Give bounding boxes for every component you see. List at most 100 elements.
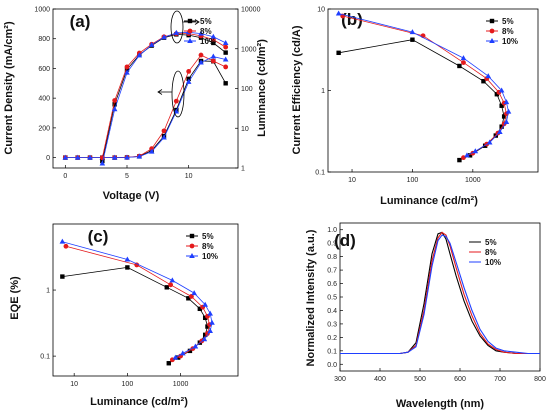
data-point xyxy=(148,148,155,154)
data-point xyxy=(124,256,131,262)
y-tick-label: 0.1 xyxy=(327,348,337,355)
data-point xyxy=(223,64,229,70)
data-point xyxy=(191,290,197,296)
y-axis-label: Normalized Intensity (a.u.) xyxy=(305,229,317,366)
series-line xyxy=(65,60,227,158)
data-point xyxy=(505,108,512,114)
y-axis-label: Current Density (mA/cm²) xyxy=(3,21,15,155)
x-tick-label: 700 xyxy=(494,376,506,383)
panel-letter: (d) xyxy=(334,231,356,250)
series-line xyxy=(101,33,226,162)
data-point xyxy=(501,114,507,119)
y-right-tick-label: 1000 xyxy=(241,46,257,53)
y-tick-label: 10 xyxy=(317,7,325,14)
data-point xyxy=(189,233,195,239)
legend-entry: 8% xyxy=(502,27,514,36)
series-line xyxy=(340,231,540,355)
y-tick-label: 0.2 xyxy=(327,335,337,342)
data-point xyxy=(499,103,504,108)
y-right-tick-label: 10 xyxy=(241,126,249,133)
data-point xyxy=(111,106,118,112)
legend-entry: 5% xyxy=(202,232,214,241)
series-line xyxy=(65,54,226,158)
data-point xyxy=(461,60,466,65)
data-point xyxy=(410,37,415,42)
x-tick-label: 0 xyxy=(63,173,67,180)
series-line xyxy=(340,234,540,355)
x-tick-label: 10 xyxy=(185,173,193,180)
series-1 xyxy=(62,52,229,160)
series-1 xyxy=(63,243,212,363)
data-point xyxy=(336,50,341,56)
series-0 xyxy=(60,265,210,366)
y-tick-label: 0.7 xyxy=(327,268,337,275)
data-point xyxy=(461,155,466,161)
data-point xyxy=(124,154,130,160)
x-tick-label: 400 xyxy=(374,376,386,383)
data-point xyxy=(112,102,117,107)
data-point xyxy=(489,38,495,43)
legend-entry: 5% xyxy=(485,238,497,247)
data-point xyxy=(210,58,216,64)
data-point xyxy=(179,350,186,356)
legend-entry: 8% xyxy=(485,248,497,257)
chart-panel-a: 0 5 1002004006008001000110100100010000Lumi… xyxy=(3,7,268,203)
data-point xyxy=(161,34,167,40)
series-line xyxy=(65,56,226,158)
data-point xyxy=(166,361,171,366)
data-point xyxy=(209,319,215,325)
series-line xyxy=(340,231,540,355)
data-point xyxy=(169,277,176,283)
data-point xyxy=(497,128,503,134)
y-tick-label: 1.0 xyxy=(327,227,337,234)
annotation-ellipse xyxy=(171,70,185,118)
data-point xyxy=(202,332,208,338)
data-point xyxy=(222,39,229,45)
x-tick-label: 5 xyxy=(125,173,129,180)
x-axis-label: Luminance (cd/m²) xyxy=(380,195,478,207)
data-point xyxy=(207,310,213,316)
data-point xyxy=(498,87,505,93)
data-point xyxy=(124,69,130,75)
legend-entry: 8% xyxy=(202,242,214,251)
x-tick-label: 10 xyxy=(70,381,78,388)
data-point xyxy=(223,50,228,55)
annotation-arrow xyxy=(157,89,172,95)
data-point xyxy=(173,29,180,35)
annotations-a xyxy=(157,10,200,118)
data-point xyxy=(112,98,118,103)
data-point xyxy=(99,160,106,166)
x-tick-label: 100 xyxy=(407,177,419,184)
series-line xyxy=(62,266,208,364)
y-tick-label: 600 xyxy=(38,66,50,73)
y-tick-label: 0.8 xyxy=(327,254,337,261)
series-2 xyxy=(340,234,540,355)
data-point xyxy=(481,79,486,84)
series-2 xyxy=(59,238,215,360)
y-tick-label: 1 xyxy=(321,88,325,95)
y-tick-label: 0.5 xyxy=(327,295,337,302)
y-tick-label: 0.6 xyxy=(327,281,337,288)
data-point xyxy=(189,253,195,258)
data-point xyxy=(173,108,180,114)
series-1 xyxy=(340,231,540,355)
data-point xyxy=(503,99,510,105)
series-line xyxy=(338,39,505,161)
data-point xyxy=(124,64,130,70)
y-tick-label: 0.1 xyxy=(40,354,50,361)
data-point xyxy=(211,40,216,46)
x-axis-label: Luminance (cd/m²) xyxy=(90,396,188,408)
y-right-tick-label: 1 xyxy=(241,166,245,173)
data-point xyxy=(134,262,140,268)
data-point xyxy=(136,153,143,159)
x-tick-label: 100 xyxy=(122,381,134,388)
legend-entry: 10% xyxy=(502,37,518,46)
data-point xyxy=(457,157,462,163)
data-point xyxy=(223,81,228,86)
x-tick-label: 500 xyxy=(414,376,426,383)
data-point xyxy=(464,152,470,158)
panel-letter: (a) xyxy=(70,12,91,31)
series-0 xyxy=(63,58,228,160)
series-5 xyxy=(99,29,229,166)
